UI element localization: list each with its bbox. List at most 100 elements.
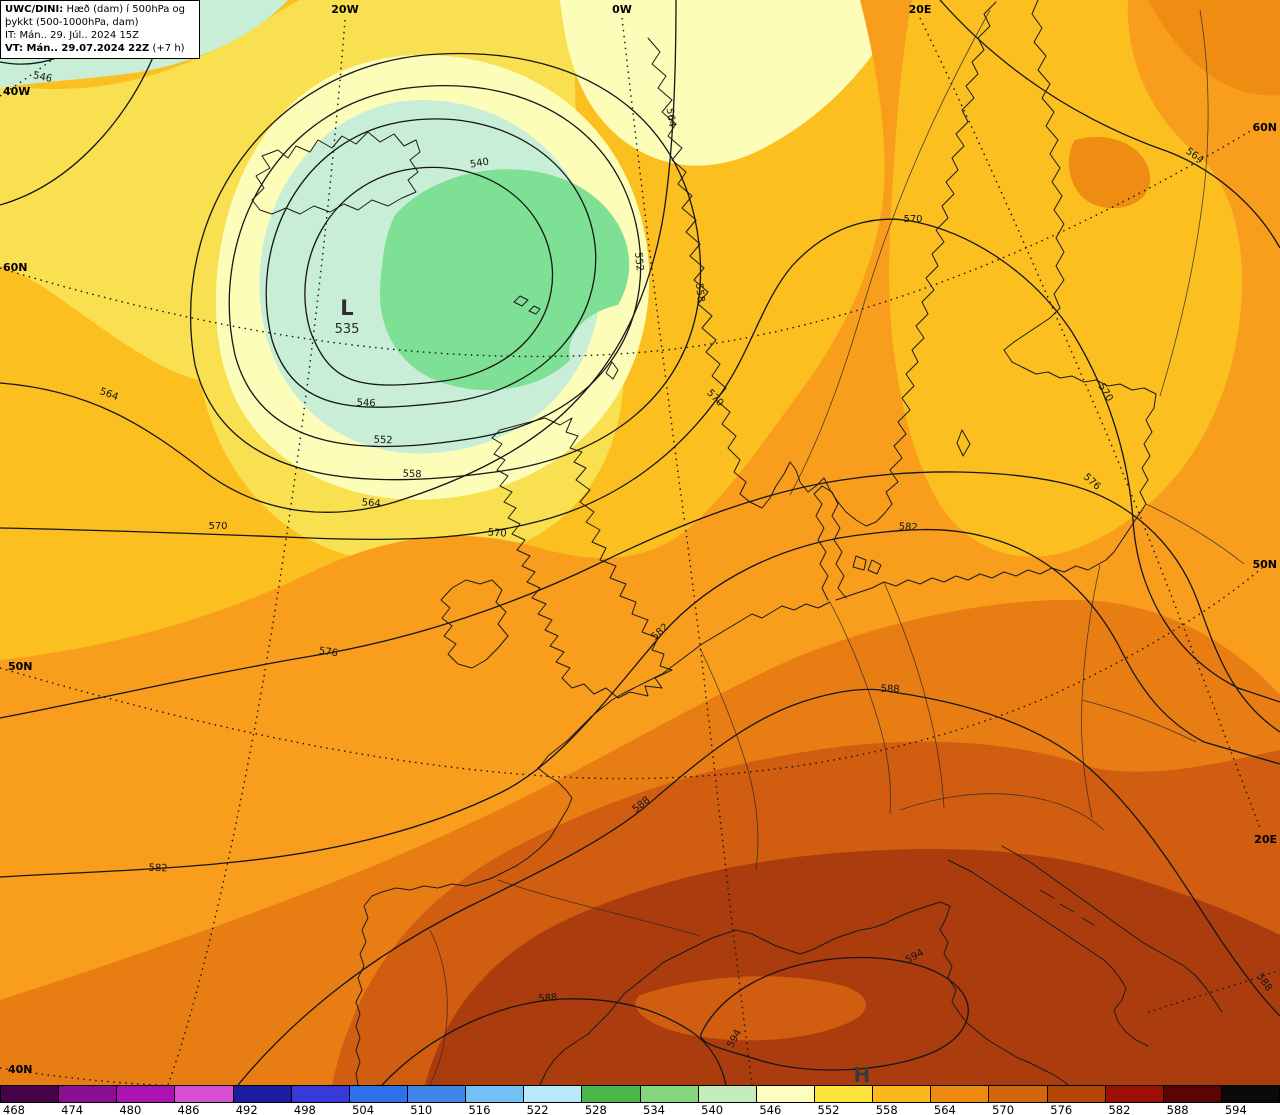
- colorbar-segment: [117, 1086, 176, 1102]
- contour-label: 564: [361, 497, 381, 509]
- faroe-islands: [513, 295, 541, 315]
- colorbar-tick-label: 576: [1050, 1103, 1073, 1115]
- colorbar-segment: [931, 1086, 990, 1102]
- colorbar-tick-label: 588: [1166, 1103, 1189, 1115]
- colorbar-segment: [1163, 1086, 1222, 1102]
- contour-594: [700, 956, 969, 1071]
- colorbar-tick-label: 486: [177, 1103, 200, 1115]
- contour-588: [237, 688, 1280, 1085]
- contour-label: 546: [356, 398, 375, 410]
- contour-label: 576: [318, 646, 338, 660]
- graticule-label: 60N: [1252, 121, 1277, 134]
- colorbar-segment: [0, 1086, 60, 1102]
- forecast-offset: (+7 h): [149, 43, 185, 54]
- colorbar-segments: [0, 1085, 1280, 1103]
- colorbar-legend: 468 474 480 486 492 498 504 510 516 522 528 534 540 5…: [0, 1085, 1280, 1115]
- contour-label: 558: [693, 283, 706, 303]
- init-time: IT: Mán.. 29. Júl.. 2024 15Z: [5, 30, 140, 41]
- colorbar-segment: [989, 1086, 1048, 1102]
- meridian-20e: [919, 17, 1261, 829]
- graticule-label: 40W: [3, 85, 30, 98]
- colorbar-segment: [698, 1086, 757, 1102]
- contour-546: [265, 118, 597, 408]
- low-pressure-symbol: L: [340, 296, 353, 320]
- colorbar-tick-label: 468: [3, 1103, 25, 1115]
- colorbar-segment: [466, 1086, 525, 1102]
- colorbar-segment: [233, 1086, 292, 1102]
- title-line-3: IT: Mán.. 29. Júl.. 2024 15Z: [5, 29, 195, 42]
- colorbar-segment: [291, 1086, 350, 1102]
- height-contours: [0, 0, 1280, 1085]
- contour-564: [0, 0, 677, 513]
- colorbar-tick-label: 498: [293, 1103, 316, 1115]
- weather-map: 20W 0W 20E 40W 60N 50N 40N 60N 50N 20E 546 540 546 55…: [0, 0, 1280, 1085]
- colorbar-segment: [1047, 1086, 1106, 1102]
- gotland-island: [956, 429, 971, 457]
- contour-label: 570: [487, 527, 507, 539]
- contour-564-ne: [939, 0, 1280, 249]
- colorbar-segment: [814, 1086, 874, 1102]
- title-parameter: Hæð (dam) í 500hPa og: [63, 4, 186, 15]
- colorbar-tick-label: 528: [584, 1103, 607, 1115]
- shetland-islands: [605, 361, 619, 380]
- contour-label: 552: [632, 252, 645, 272]
- iceland-coast: [251, 131, 421, 215]
- contour-576: [0, 471, 1280, 733]
- colorbar-segment: [349, 1086, 408, 1102]
- title-line-2: þykkt (500-1000hPa, dam): [5, 16, 195, 29]
- colorbar-tick-label: 522: [526, 1103, 549, 1115]
- contour-label: 582: [148, 863, 167, 875]
- contour-552: [228, 85, 642, 448]
- contour-label: 540: [469, 156, 490, 170]
- colorbar-segment: [640, 1086, 699, 1102]
- title-box: UWC/DINI: Hæð (dam) í 500hPa og þykkt (5…: [0, 0, 200, 59]
- graticule-label: 20E: [909, 3, 932, 16]
- title-parameter-2: þykkt (500-1000hPa, dam): [5, 17, 139, 28]
- colorbar-segment: [524, 1086, 583, 1102]
- colorbar-tick-label: 552: [817, 1103, 840, 1115]
- graticule-label: 20W: [331, 3, 358, 16]
- title-line-1: UWC/DINI: Hæð (dam) í 500hPa og: [5, 3, 195, 16]
- contour-558: [190, 52, 702, 481]
- norway-coast: [647, 37, 825, 509]
- colorbar-tick-label: 480: [119, 1103, 142, 1115]
- low-pressure-value: 535: [335, 322, 360, 337]
- contour-label: 588: [880, 684, 899, 696]
- contour-label: 552: [373, 435, 392, 447]
- colorbar-segment: [873, 1086, 932, 1102]
- graticule-label: 50N: [1252, 558, 1277, 571]
- denmark-coast: [813, 485, 847, 601]
- danish-islands: [852, 555, 882, 575]
- valid-time: VT: Mán.. 29.07.2024 22Z: [5, 43, 150, 54]
- colorbar-tick-label: 540: [701, 1103, 724, 1115]
- colorbar-segment: [582, 1086, 641, 1102]
- colorbar-tick-label: 516: [468, 1103, 491, 1115]
- great-britain-coast: [491, 417, 673, 699]
- fill-regions: [0, 0, 1280, 1085]
- colorbar-segment: [175, 1086, 234, 1102]
- high-pressure-symbol: H: [854, 1063, 871, 1085]
- graticule-label: 20E: [1254, 833, 1277, 846]
- colorbar-tick-label: 582: [1108, 1103, 1131, 1115]
- contour-label: 564: [664, 107, 678, 127]
- finland-baltic-coast: [835, 0, 1157, 601]
- coastlines: [251, 0, 1223, 1085]
- adriatic-balkan-coast: [1001, 845, 1223, 1013]
- parallel-60n: [0, 129, 1253, 358]
- contour-label: 546: [32, 70, 53, 85]
- colorbar-tick-label: 570: [992, 1103, 1015, 1115]
- colorbar-tick-label: 492: [235, 1103, 258, 1115]
- contour-570: [0, 218, 1280, 703]
- colorbar-tick-label: 558: [875, 1103, 898, 1115]
- colorbar-segment: [1221, 1086, 1280, 1102]
- contour-582: [0, 528, 1280, 878]
- product-id: UWC/DINI:: [5, 4, 64, 15]
- contour-label: 570: [903, 214, 922, 225]
- colorbar-tick-label: 474: [61, 1103, 84, 1115]
- colorbar-tick-label: 564: [933, 1103, 956, 1115]
- graticule-label: 50N: [8, 660, 33, 673]
- continental-atlantic-coast: [355, 601, 831, 1085]
- colorbar-tick-label: 510: [410, 1103, 433, 1115]
- contour-588-south: [381, 998, 727, 1085]
